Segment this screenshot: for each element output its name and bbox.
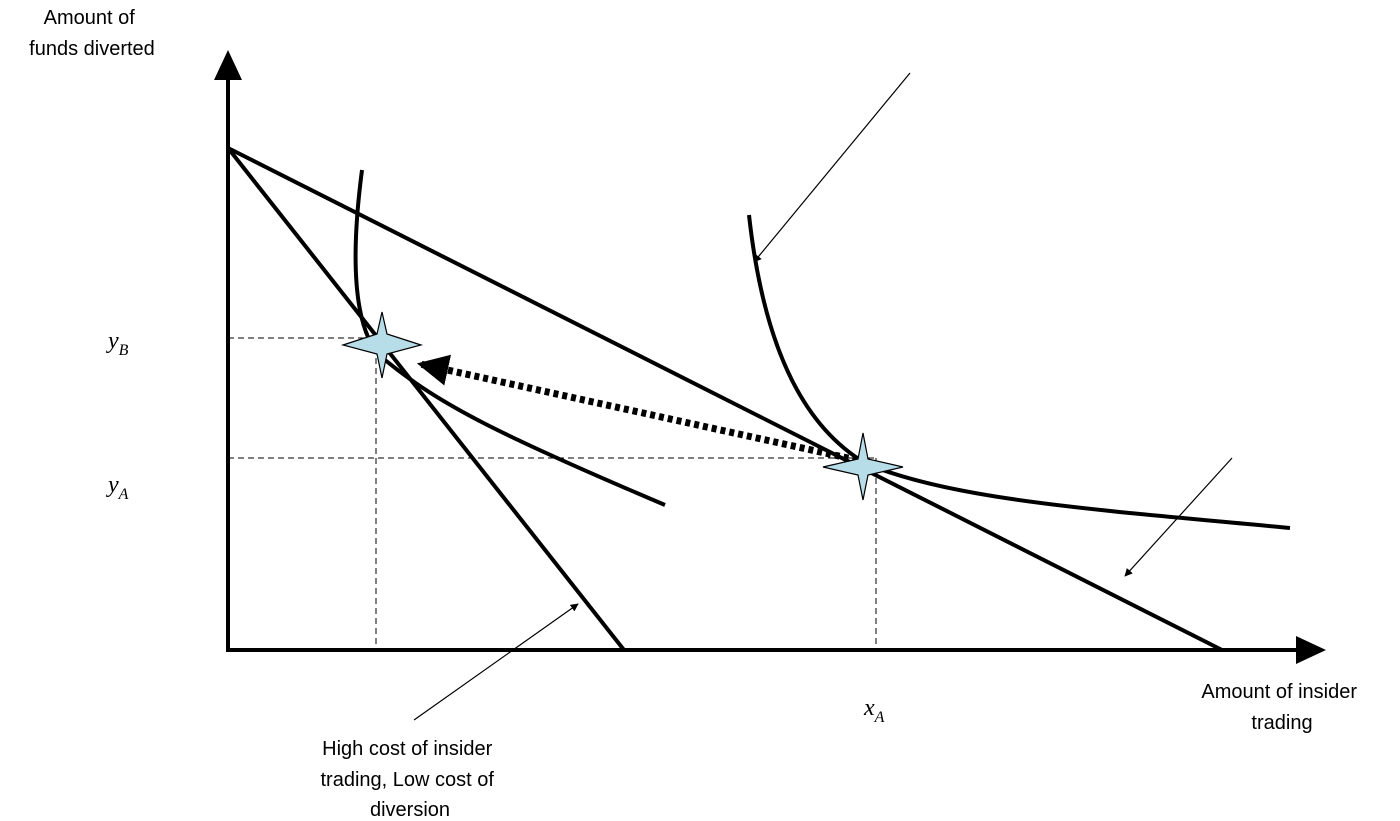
annotation-high-insider-cost: High cost of insider trading, Low cost o… (321, 738, 500, 821)
x-axis-label-line-1: Amount of insider (1201, 681, 1357, 703)
four-point-star-icon (340, 311, 424, 379)
budget-line-high-insider-cost (226, 146, 626, 652)
dashed-guides (228, 337, 877, 650)
indifference-curve-A (747, 214, 1291, 530)
x-axis-label-line-2: trading (1251, 712, 1312, 734)
budget-line-original (227, 146, 1223, 652)
shift-arrow (416, 354, 867, 466)
x-axis-label: Amount of insider trading (1201, 681, 1362, 734)
tick-label-yB: yB (106, 328, 129, 359)
tick-label-yA-main: y (106, 472, 119, 498)
tick-label-yB-main: y (106, 328, 119, 354)
indifference-curve-B (353, 169, 666, 507)
x-axis-arrowhead (1296, 636, 1326, 664)
y-axis-label: Amount of funds diverted (29, 7, 155, 60)
pointer-arrow-lower-right (1124, 457, 1233, 577)
tick-label-xA: xA (863, 695, 885, 726)
y-axis-arrowhead (214, 50, 242, 80)
y-axis-label-line-1: Amount of (44, 7, 136, 29)
pointer-arrow-upper-right (753, 72, 911, 263)
tick-label-xA-sub: A (874, 709, 885, 726)
y-axis-label-line-2: funds diverted (29, 38, 155, 60)
tick-label-yA-sub: A (118, 486, 129, 503)
four-point-star-icon (822, 432, 904, 501)
pointer-arrow-annotation (413, 603, 579, 721)
annotation-line-2: trading, Low cost of (321, 769, 495, 791)
tick-label-yB-sub: B (119, 342, 129, 359)
tick-label-xA-main: x (863, 695, 875, 721)
annotation-line-3: diversion (370, 799, 450, 821)
tick-label-yA: yA (106, 472, 129, 503)
annotation-line-1: High cost of insider (322, 738, 492, 760)
